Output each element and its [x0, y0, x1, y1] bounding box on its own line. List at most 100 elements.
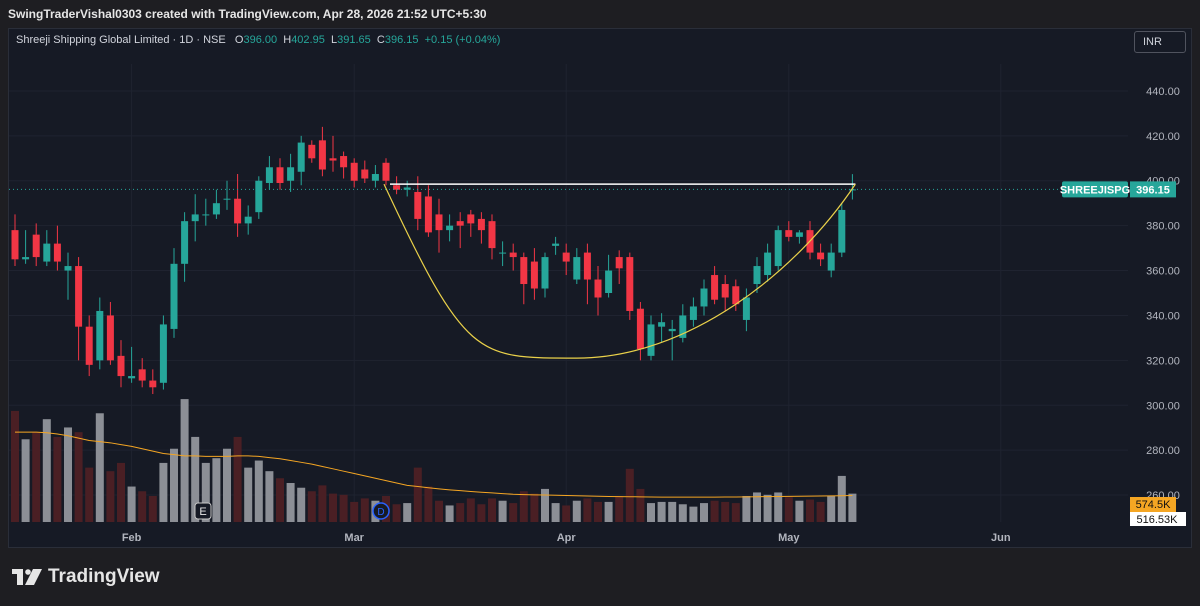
- candle: [764, 243, 772, 282]
- candle-body: [689, 306, 697, 320]
- legend-low-label: L: [330, 34, 338, 46]
- candle: [202, 198, 210, 226]
- candle-body: [732, 286, 740, 305]
- candle-body: [393, 185, 401, 190]
- cup-pattern-curve: [383, 183, 856, 359]
- currency-button[interactable]: INR: [1134, 31, 1186, 53]
- volume-bar: [106, 471, 115, 522]
- candle: [212, 189, 220, 219]
- candle: [774, 225, 782, 271]
- volume-bar: [392, 504, 401, 522]
- candle-body: [276, 167, 284, 183]
- volume-bar: [795, 500, 804, 522]
- chart-legend: Shreeji Shipping Global Limited · 1D · N…: [16, 34, 500, 46]
- volume-value-tags: 574.5K 516.53K: [1130, 497, 1186, 526]
- candle: [530, 248, 538, 300]
- candle-body: [64, 266, 72, 271]
- volume-bar: [721, 501, 730, 522]
- candle: [520, 252, 528, 305]
- price-chart[interactable]: 440.00420.00400.00380.00360.00340.00320.…: [0, 0, 1200, 548]
- candle: [414, 176, 422, 231]
- candle-body: [520, 257, 528, 285]
- candle: [785, 221, 793, 242]
- candle-body: [265, 167, 273, 183]
- volume-bar: [424, 486, 433, 522]
- candle: [456, 212, 464, 249]
- candle: [138, 358, 146, 388]
- price-axis[interactable]: 440.00420.00400.00380.00360.00340.00320.…: [1060, 86, 1186, 526]
- symbol-price-tag: SHREEJISPG 396.15: [1060, 181, 1176, 198]
- volume-bar: [265, 471, 274, 522]
- volume-bar: [678, 504, 687, 522]
- price-tick-label: 360.00: [1146, 266, 1180, 278]
- candle-body: [43, 243, 51, 262]
- candle-body: [541, 257, 549, 289]
- tradingview-brand: TradingView: [48, 566, 160, 587]
- candle-body: [22, 257, 30, 260]
- price-tick-label: 280.00: [1146, 445, 1180, 457]
- volume-bar: [307, 491, 316, 522]
- candle: [53, 225, 61, 271]
- candle: [573, 248, 581, 285]
- candle: [170, 248, 178, 338]
- drawings: [9, 183, 1062, 359]
- volume-bar: [138, 491, 147, 522]
- candle-body: [149, 380, 157, 388]
- volume-bar: [159, 462, 168, 522]
- candle-body: [297, 142, 305, 172]
- volume-bar: [848, 493, 857, 522]
- candle-body: [530, 261, 538, 289]
- candle: [700, 279, 708, 316]
- candle-body: [75, 266, 83, 327]
- volume-bar: [519, 491, 528, 522]
- candle-body: [658, 322, 666, 327]
- volume-bar: [445, 505, 454, 522]
- volume-bar: [180, 399, 189, 522]
- candle-body: [371, 174, 379, 181]
- volume-bar: [837, 475, 846, 522]
- candle-body: [244, 216, 252, 224]
- time-axis[interactable]: Feb Mar Apr May Jun: [122, 532, 1011, 544]
- candle-body: [488, 221, 496, 249]
- candle-body: [318, 140, 326, 170]
- candle: [509, 243, 517, 271]
- volume-bar: [244, 467, 253, 522]
- candle: [668, 319, 676, 361]
- volume-bar: [657, 501, 666, 522]
- tradingview-logo-icon: [12, 569, 42, 585]
- volume-bar: [32, 432, 41, 522]
- tradingview-logo[interactable]: TradingView: [12, 566, 160, 588]
- volume-bar: [276, 478, 284, 522]
- candle-body: [509, 252, 517, 258]
- volume-bar: [201, 462, 210, 522]
- candle-body: [128, 376, 136, 379]
- volume-bar: [435, 500, 443, 522]
- legend-change: +0.15 (+0.04%): [424, 34, 501, 46]
- volume-bar: [774, 492, 783, 522]
- volume-bar: [604, 501, 613, 522]
- candle: [742, 288, 750, 332]
- volume-bar: [85, 467, 94, 522]
- candle: [371, 165, 379, 188]
- candle: [689, 297, 697, 327]
- volume-bar: [233, 436, 242, 522]
- candle: [265, 156, 273, 190]
- candle: [128, 346, 136, 383]
- volume-bar: [350, 501, 359, 522]
- volume-bar: [572, 500, 581, 522]
- earnings-marker-text: E: [199, 506, 206, 518]
- last-price-tag-text: 396.15: [1136, 184, 1170, 196]
- volume-ma-tag-text: 574.5K: [1136, 499, 1172, 511]
- candle: [615, 250, 623, 285]
- candle-body: [827, 252, 835, 271]
- candle: [106, 301, 114, 365]
- candle-body: [191, 214, 199, 222]
- volume-bar: [594, 501, 602, 522]
- volume-bar: [562, 505, 571, 522]
- price-tick-label: 340.00: [1146, 310, 1180, 322]
- candle: [435, 198, 443, 253]
- volume-bar: [223, 448, 231, 522]
- legend-open-label: O: [234, 34, 244, 46]
- volume-bar: [742, 496, 751, 522]
- volume-tag-bg: [1130, 512, 1186, 526]
